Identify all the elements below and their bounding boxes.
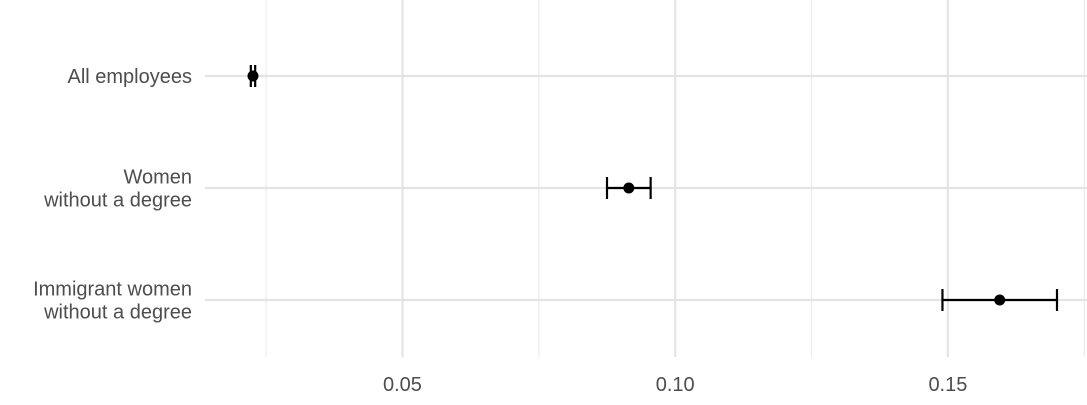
y-tick-label: Immigrant women without a degree [33, 279, 192, 324]
point-estimates [247, 70, 1006, 306]
x-tick-label: 0.15 [928, 374, 967, 396]
minor-gridlines [265, 0, 1085, 357]
y-tick-label-line: Immigrant women [33, 279, 192, 301]
x-tick-labels: 0.05 0.10 0.15 [383, 374, 967, 396]
y-tick-label-line: Women [123, 167, 192, 189]
point-estimate [623, 182, 635, 194]
y-tick-label-line: without a degree [43, 190, 192, 212]
y-tick-label: All employees [67, 66, 192, 88]
x-tick-label: 0.10 [656, 374, 695, 396]
y-tick-label-line: without a degree [43, 302, 192, 324]
x-tick-label: 0.05 [383, 374, 422, 396]
point-estimate [994, 294, 1006, 306]
point-estimate [247, 70, 259, 82]
y-tick-label: Women without a degree [43, 167, 192, 212]
y-tick-label-line: All employees [67, 66, 192, 88]
major-gridlines [205, 0, 1087, 357]
